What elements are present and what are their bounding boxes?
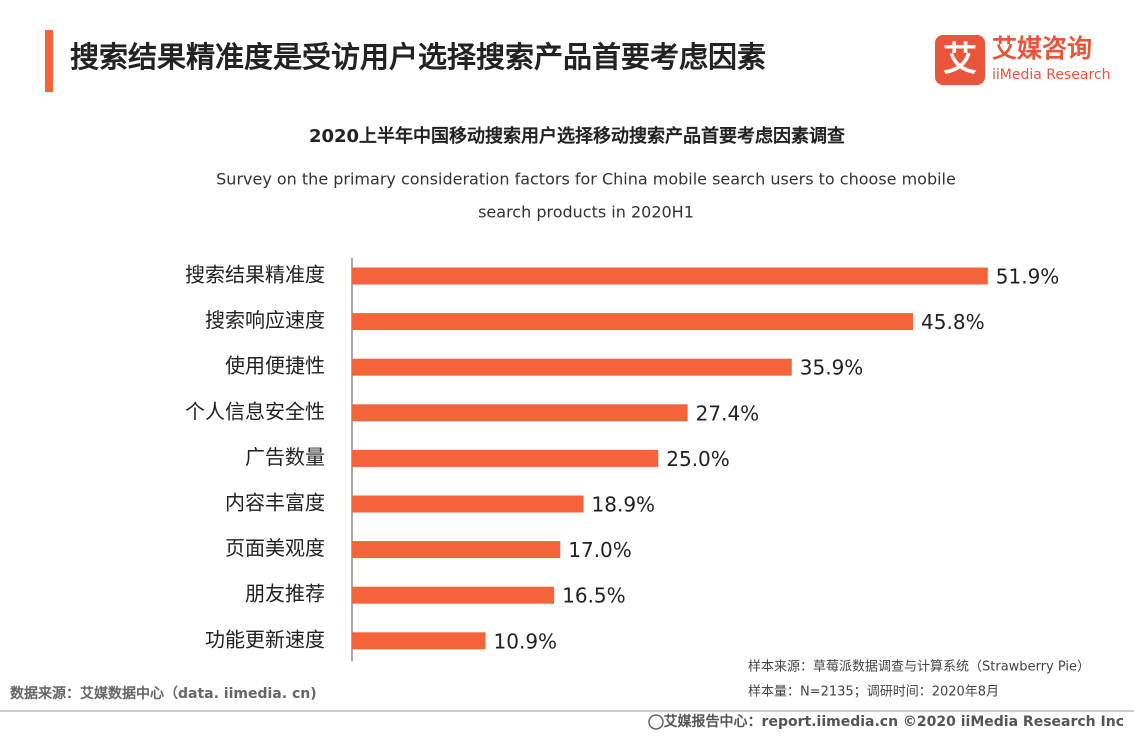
page-title: 搜索结果精准度是受访用户选择搜索产品首要考虑因素 — [70, 40, 766, 74]
bar — [352, 358, 792, 376]
bar — [352, 541, 561, 559]
logo-name: 艾媒咨询 — [992, 34, 1092, 63]
logo-icon: 艾 — [943, 40, 977, 80]
data-source: 数据来源：艾媒数据中心（data. iimedia. cn) — [10, 685, 317, 702]
sample-source: 样本来源：草莓派数据调查与计算系统（Strawberry Pie） — [748, 660, 1090, 675]
copyright: 艾媒报告中心：report.iimedia.cn ©2020 iiMedia R… — [664, 713, 1124, 730]
header-accent — [45, 30, 53, 92]
category-label: 搜索结果精准度 — [185, 263, 325, 287]
value-label: 17.0% — [568, 538, 632, 562]
value-label: 35.9% — [800, 356, 864, 380]
category-label: 广告数量 — [245, 445, 325, 469]
bar — [352, 404, 688, 422]
logo-icon-bg — [935, 35, 985, 85]
category-label: 个人信息安全性 — [185, 399, 325, 423]
sample-size: 样本量：N=2135；调研时间：2020年8月 — [748, 685, 999, 700]
chart-subtitle: Survey on the primary consideration fact… — [216, 170, 956, 189]
category-label: 朋友推荐 — [245, 582, 325, 606]
bar — [352, 267, 988, 285]
category-label: 使用便捷性 — [225, 354, 325, 378]
value-label: 27.4% — [696, 401, 760, 425]
logo-subtitle: iiMedia Research — [992, 67, 1111, 83]
category-label: 搜索响应速度 — [205, 308, 325, 332]
bar — [352, 313, 914, 331]
value-label: 10.9% — [494, 629, 558, 653]
category-label: 功能更新速度 — [205, 627, 325, 651]
value-label: 25.0% — [666, 447, 730, 471]
value-label: 45.8% — [921, 310, 985, 334]
bar — [352, 586, 555, 604]
bar — [352, 449, 659, 467]
value-label: 51.9% — [996, 265, 1060, 289]
chart-subtitle: search products in 2020H1 — [478, 203, 694, 222]
bar — [352, 632, 486, 650]
category-label: 页面美观度 — [225, 536, 325, 560]
value-label: 16.5% — [562, 584, 626, 608]
bar — [352, 495, 584, 513]
category-label: 内容丰富度 — [225, 491, 325, 515]
chart-title: 2020上半年中国移动搜索用户选择移动搜索产品首要考虑因素调查 — [309, 125, 845, 147]
footer-icon — [648, 714, 664, 730]
value-label: 18.9% — [592, 493, 656, 517]
